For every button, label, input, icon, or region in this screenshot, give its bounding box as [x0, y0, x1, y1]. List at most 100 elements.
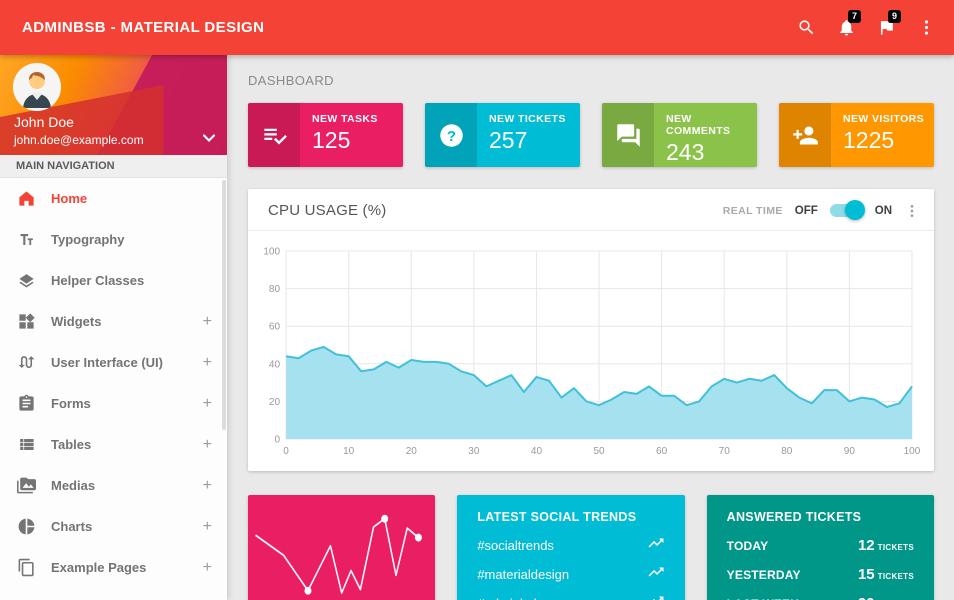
- cpu-usage-card: CPU USAGE (%) REAL TIME OFF ON 0 20 40 60 80…: [248, 189, 934, 471]
- ticket-row: YESTERDAY 15 TICKETS: [727, 560, 914, 589]
- real-time-label: REAL TIME: [722, 204, 783, 217]
- trend-tag: #socialtrends: [477, 538, 554, 553]
- expand-plus-icon[interactable]: +: [202, 476, 212, 494]
- sidebar-item-helper-classes[interactable]: Helper Classes: [0, 260, 227, 301]
- sidebar-item-label: Example Pages: [51, 560, 147, 575]
- svg-text:50: 50: [593, 446, 605, 457]
- card-title: CPU USAGE (%): [268, 202, 387, 219]
- svg-text:80: 80: [269, 284, 281, 295]
- toggle-knob[interactable]: [844, 200, 865, 220]
- sidebar-item-user-interface-ui[interactable]: User Interface (UI) +: [0, 342, 227, 383]
- ticket-label: LAST WEEK: [727, 597, 799, 600]
- sidebar: John Doe john.doe@example.com MAIN NAVIG…: [0, 55, 227, 600]
- sidebar-item-label: User Interface (UI): [51, 355, 163, 370]
- expand-plus-icon[interactable]: +: [202, 312, 212, 330]
- cpu-usage-chart: 0 20 40 60 80 100 0 10 20 30 40 50 60 70 80 90 100: [263, 247, 920, 457]
- info-box-label: NEW VISITORS: [843, 113, 925, 125]
- sidebar-item-home[interactable]: Home: [0, 178, 227, 219]
- answered-tickets-card: ANSWERED TICKETS TODAY 12 TICKETS YESTERDAY…: [706, 495, 934, 600]
- ticket-unit: TICKETS: [877, 571, 914, 581]
- layers-icon: [16, 271, 36, 291]
- sidebar-item-example-pages[interactable]: Example Pages +: [0, 547, 227, 588]
- info-box-value: 257: [489, 127, 528, 153]
- ticket-row: LAST WEEK90TICKETS: [727, 589, 914, 600]
- real-time-controls: REAL TIME OFF ON: [722, 200, 920, 220]
- ticket-value: 12: [857, 536, 875, 554]
- info-boxes-row: NEW TASKS 125 ? NEW TICKETS 257 NEW COMM…: [248, 103, 934, 167]
- messages-button[interactable]: 9: [866, 6, 906, 50]
- svg-text:100: 100: [904, 446, 920, 457]
- chevron-down-icon: [202, 134, 216, 143]
- sidebar-item-typography[interactable]: Typography: [0, 219, 227, 260]
- svg-text:40: 40: [269, 359, 281, 370]
- user-menu-button[interactable]: [199, 128, 219, 151]
- kebab-menu-icon: [924, 20, 928, 35]
- svg-text:60: 60: [656, 446, 668, 457]
- trending-up-icon: [647, 592, 665, 600]
- notifications-button[interactable]: 7: [826, 6, 866, 50]
- info-box-label: NEW TICKETS: [489, 113, 566, 125]
- notifications-badge: 7: [847, 9, 861, 23]
- svg-text:?: ?: [446, 127, 455, 144]
- info-box-new-comments: NEW COMMENTS 243: [602, 103, 757, 167]
- toggle-on-label: ON: [874, 204, 892, 217]
- svg-text:60: 60: [269, 322, 281, 333]
- info-box-label: NEW TASKS: [312, 113, 378, 125]
- sidebar-menu: Home Typography Helper Classes Widgets + User…: [0, 178, 227, 588]
- sidebar-item-widgets[interactable]: Widgets +: [0, 301, 227, 342]
- user-info-panel: John Doe john.doe@example.com: [0, 55, 227, 155]
- sidebar-item-forms[interactable]: Forms +: [0, 383, 227, 424]
- expand-plus-icon[interactable]: +: [202, 435, 212, 453]
- trend-item[interactable]: #adminbsb: [477, 589, 664, 600]
- table-list-icon: [16, 435, 36, 455]
- sidebar-item-label: Medias: [51, 478, 96, 493]
- svg-text:20: 20: [269, 397, 281, 408]
- ticket-label: YESTERDAY: [726, 567, 801, 582]
- nav-section-label: MAIN NAVIGATION: [0, 155, 227, 178]
- expand-plus-icon[interactable]: +: [202, 394, 212, 412]
- info-box-new-tasks: NEW TASKS 125: [248, 103, 403, 167]
- trend-tag: #materialdesign: [477, 567, 570, 582]
- svg-text:0: 0: [283, 446, 289, 457]
- info-box-value: 1225: [843, 127, 895, 153]
- sidebar-item-medias[interactable]: Medias +: [0, 465, 227, 506]
- card-title: ANSWERED TICKETS: [726, 510, 862, 524]
- svg-text:90: 90: [844, 446, 856, 457]
- sidebar-item-tables[interactable]: Tables +: [0, 424, 227, 465]
- line-chart: [255, 514, 422, 595]
- messages-badge: 9: [887, 9, 901, 23]
- ticket-unit: TICKETS: [877, 542, 914, 552]
- app-header: ADMINBSB - MATERIAL DESIGN 7 9: [0, 0, 954, 55]
- search-button[interactable]: [786, 6, 826, 50]
- header-actions: 7 9: [786, 6, 946, 50]
- kebab-menu-icon: [910, 204, 914, 217]
- user-name: John Doe: [14, 114, 74, 130]
- avatar: [13, 63, 61, 111]
- expand-plus-icon[interactable]: +: [202, 517, 212, 535]
- real-time-toggle[interactable]: [829, 200, 865, 220]
- trend-item[interactable]: #socialtrends: [477, 531, 664, 560]
- info-box-new-tickets: ? NEW TICKETS 257: [425, 103, 580, 167]
- bell-icon: [839, 19, 853, 36]
- sidebar-item-charts[interactable]: Charts +: [0, 506, 227, 547]
- pages-icon: [16, 558, 36, 578]
- pie-chart-icon: [16, 517, 36, 537]
- card-title: LATEST SOCIAL TRENDS: [477, 510, 637, 524]
- trend-tag: #adminbsb: [477, 596, 541, 600]
- ticket-row: TODAY 12 TICKETS: [727, 531, 914, 560]
- expand-plus-icon[interactable]: +: [202, 353, 212, 371]
- ticket-value: 15: [857, 565, 875, 583]
- forum-icon: [602, 103, 654, 167]
- info-box-value: 125: [312, 127, 351, 153]
- page-title: DASHBOARD: [248, 73, 334, 88]
- trending-up-icon: [647, 563, 665, 586]
- svg-text:40: 40: [531, 446, 543, 457]
- expand-plus-icon[interactable]: +: [202, 558, 212, 576]
- trend-item[interactable]: #materialdesign: [477, 560, 664, 589]
- card-menu-button[interactable]: [904, 203, 920, 219]
- trending-up-icon: [647, 534, 665, 557]
- overflow-menu-button[interactable]: [906, 6, 946, 50]
- sidebar-scrollbar[interactable]: [222, 180, 226, 430]
- chart-area: 0 20 40 60 80 100 0 10 20 30 40 50 60 70 80 90 100: [248, 231, 934, 471]
- widgets-icon: [16, 312, 36, 332]
